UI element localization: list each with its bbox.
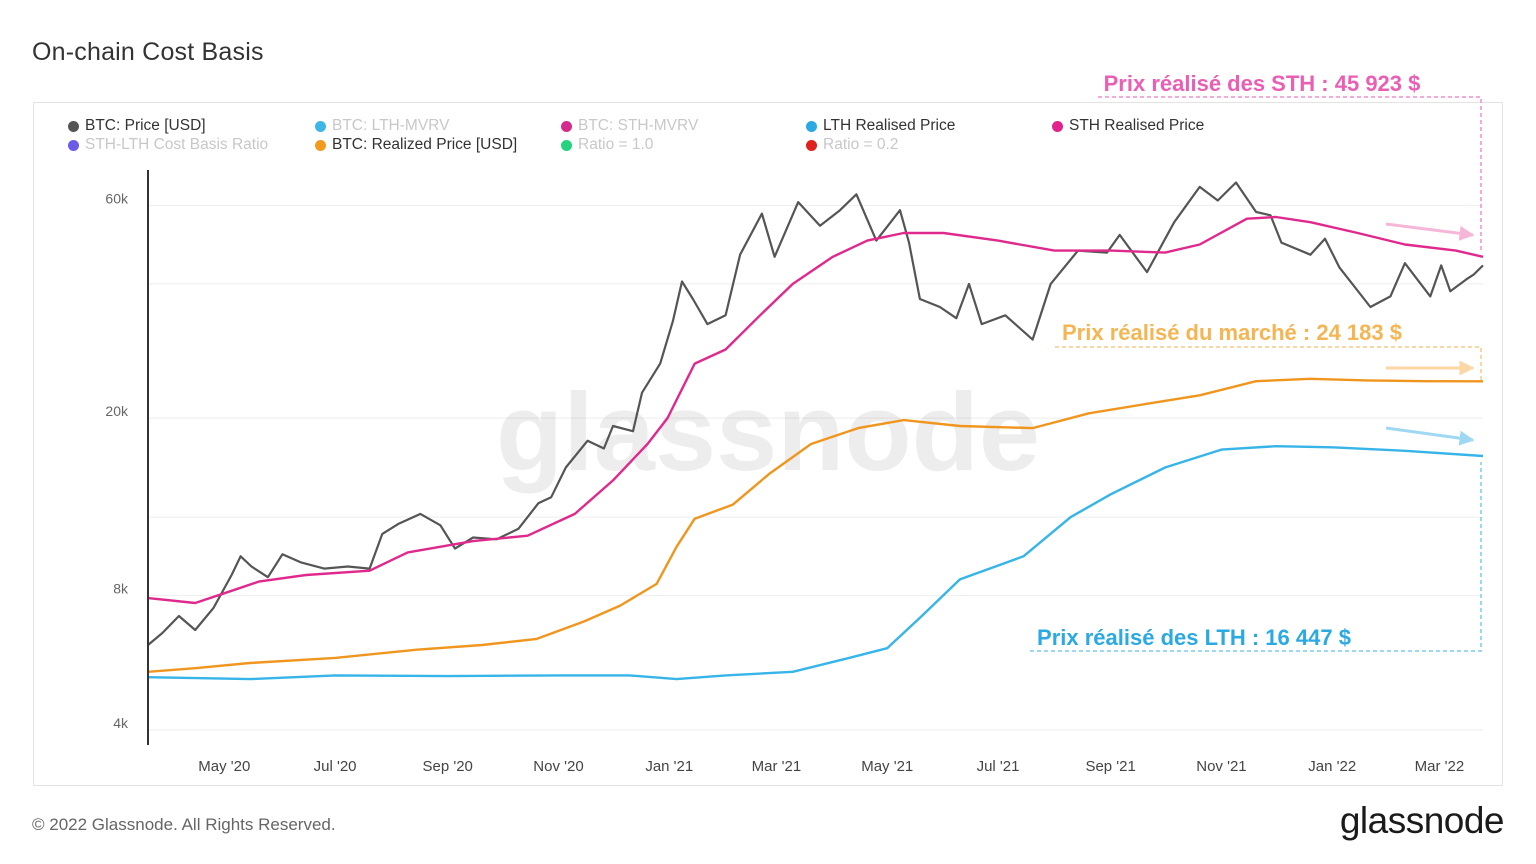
legend-label: Ratio = 0.2 (823, 136, 899, 153)
annotation-sth-realised-price: Prix réalisé des STH : 45 923 $ (1104, 71, 1421, 96)
x-tick-label: Sep '21 (1085, 758, 1135, 775)
y-tick-label: 60k (105, 190, 129, 206)
annotation-lth-arrow (1385, 426, 1475, 446)
legend-label: LTH Realised Price (823, 117, 956, 134)
annotation-market-realised-price: Prix réalisé du marché : 24 183 $ (1062, 320, 1402, 345)
y-tick-label: 4k (113, 715, 129, 731)
chart-legend: BTC: Price [USD] BTC: LTH-MVRV BTC: STH-… (66, 117, 1246, 157)
legend-dot (315, 139, 326, 151)
legend-item-btc-price[interactable]: BTC: Price [USD] (68, 117, 206, 135)
legend-label: BTC: Realized Price [USD] (332, 136, 518, 153)
footer-brand-logo: glassnode (1339, 800, 1505, 841)
chart-frame (33, 102, 1503, 786)
legend-label: STH Realised Price (1069, 117, 1205, 134)
series-line-btc-realized-price-usd (147, 377, 1484, 673)
legend-item-lth-realised-price[interactable]: LTH Realised Price (806, 117, 955, 135)
legend-item-realized-price[interactable]: BTC: Realized Price [USD] (315, 136, 517, 154)
legend-label: STH-LTH Cost Basis Ratio (85, 136, 269, 153)
x-tick-label: Mar '21 (752, 758, 802, 775)
legend-dot (806, 139, 817, 151)
footer-copyright: © 2022 Glassnode. All Rights Reserved. (32, 815, 336, 834)
x-tick-label: Jul '20 (314, 758, 357, 775)
legend-label: Ratio = 1.0 (578, 136, 654, 153)
legend-item-sth-realised-price[interactable]: STH Realised Price (1052, 117, 1204, 135)
legend-dot (68, 120, 79, 132)
legend-item-lth-mvrv[interactable]: BTC: LTH-MVRV (315, 117, 449, 135)
annotation-sth-arrow (1385, 222, 1475, 241)
legend-dot (68, 139, 79, 151)
series-line-lth-realised-price (147, 445, 1484, 681)
series-layer (147, 181, 1484, 681)
legend-label: BTC: LTH-MVRV (332, 117, 450, 134)
y-tick-labels: 4k 8k 20k 60k (105, 190, 129, 731)
x-tick-label: Nov '21 (1196, 758, 1246, 775)
legend-dot (1052, 120, 1063, 132)
legend-item-ratio-1[interactable]: Ratio = 1.0 (561, 136, 653, 154)
legend-dot (561, 139, 572, 151)
x-tick-label: Jul '21 (977, 758, 1020, 775)
annotation-market-bracket (1055, 346, 1482, 382)
annotation-sth-bracket (1098, 96, 1482, 250)
x-tick-label: Sep '20 (422, 758, 472, 775)
page-title: On-chain Cost Basis (32, 38, 264, 66)
annotation-lth-bracket (1030, 462, 1482, 652)
legend-label: BTC: STH-MVRV (578, 117, 699, 134)
legend-dot (315, 120, 326, 132)
x-tick-label: Jan '21 (645, 758, 693, 775)
x-tick-labels: May '20 Jul '20 Sep '20 Nov '20 Jan '21 Mar '… (198, 758, 1464, 775)
x-tick-label: May '21 (861, 758, 913, 775)
legend-label: BTC: Price [USD] (85, 117, 206, 134)
x-tick-label: Mar '22 (1415, 758, 1465, 775)
grid-layer (148, 204, 1483, 731)
x-tick-label: Jan '22 (1308, 758, 1356, 775)
legend-dot (561, 120, 572, 132)
series-line-btc-price-usd (147, 181, 1484, 646)
legend-item-sth-mvrv[interactable]: BTC: STH-MVRV (561, 117, 698, 135)
y-tick-label: 8k (113, 581, 129, 597)
y-tick-label: 20k (105, 403, 129, 419)
legend-item-ratio-0-2[interactable]: Ratio = 0.2 (806, 136, 898, 154)
x-tick-label: May '20 (198, 758, 250, 775)
series-line-sth-realised-price (147, 215, 1484, 605)
x-tick-label: Nov '20 (533, 758, 583, 775)
legend-dot (806, 120, 817, 132)
annotation-lth-realised-price: Prix réalisé des LTH : 16 447 $ (1037, 625, 1351, 650)
legend-item-cost-basis-ratio[interactable]: STH-LTH Cost Basis Ratio (68, 136, 268, 154)
